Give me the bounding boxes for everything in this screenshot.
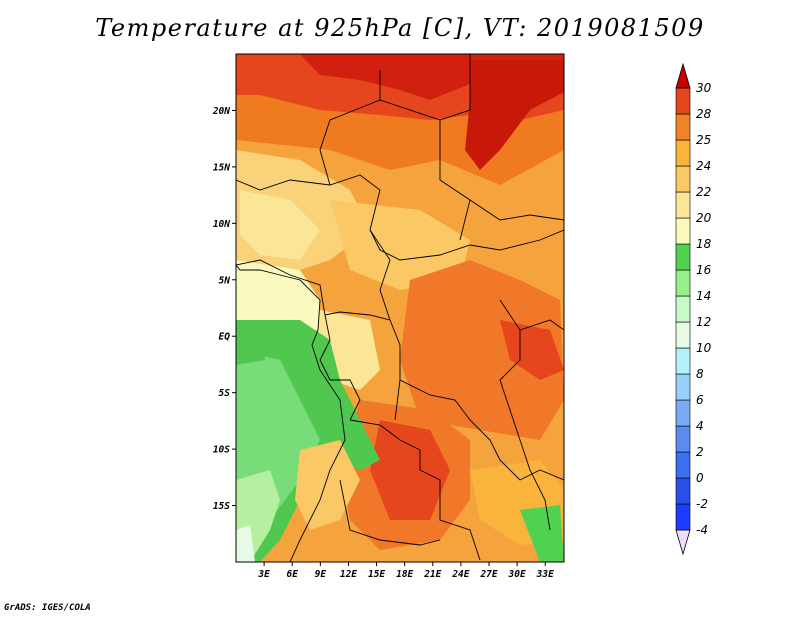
colorbar-segment xyxy=(675,87,691,115)
temperature-field xyxy=(236,54,564,562)
colorbar-segment xyxy=(675,243,691,271)
colorbar-label: 16 xyxy=(696,263,712,277)
lon-tick-label: 33E xyxy=(536,569,554,580)
colorbar-segment xyxy=(675,139,691,167)
colorbar-label: 20 xyxy=(696,211,712,225)
colorbar-label: 8 xyxy=(696,367,704,381)
colorbar-segment xyxy=(675,191,691,219)
country-borders xyxy=(236,54,564,562)
lat-tick-label: 15S xyxy=(213,501,230,512)
lat-tick-label: 10N xyxy=(213,219,230,230)
colorbar-label: 22 xyxy=(696,185,711,199)
colorbar-segment xyxy=(675,269,691,297)
colorbar-label: 2 xyxy=(696,445,704,459)
lat-tick-label: 10S xyxy=(213,445,230,456)
colorbar-segment xyxy=(675,165,691,193)
map-frame xyxy=(235,53,565,563)
lon-tick-label: 6E xyxy=(287,569,299,580)
colorbar-segment xyxy=(675,217,691,245)
colorbar-label: 18 xyxy=(696,237,712,251)
colorbar-label: 10 xyxy=(696,341,712,355)
lon-tick-label: 21E xyxy=(423,569,441,580)
latitude-axis: 20N 15N 10N 5N EQ 5S 10S 15S xyxy=(212,106,236,512)
colorbar-bottom-arrow xyxy=(675,529,691,556)
lat-tick-label: 20N xyxy=(212,106,230,117)
lon-tick-label: 27E xyxy=(479,569,497,580)
lat-tick-label: 5N xyxy=(219,275,231,286)
lon-tick-label: 12E xyxy=(340,569,357,580)
colorbar-segment xyxy=(675,321,691,349)
colorbar-segment xyxy=(675,295,691,323)
colorbar-label: 4 xyxy=(696,419,704,433)
colorbar-label: 14 xyxy=(696,289,711,303)
lon-tick-label: 15E xyxy=(368,569,385,580)
colorbar-label: 12 xyxy=(696,315,711,329)
colorbar-label: 0 xyxy=(696,471,704,485)
colorbar-label: -4 xyxy=(696,523,708,537)
colorbar-segment xyxy=(675,113,691,141)
longitude-axis: 3E 6E 9E 12E 15E 18E 21E 24E 27E 30E 33E xyxy=(257,562,554,580)
map-title: Temperature at 925hPa [C], VT: 201908150… xyxy=(95,14,705,42)
colorbar-segment xyxy=(675,399,691,427)
lon-tick-label: 3E xyxy=(257,569,270,580)
colorbar-label: 6 xyxy=(696,393,704,407)
lon-tick-label: 24E xyxy=(451,569,469,580)
lat-tick-label: EQ xyxy=(219,332,231,343)
lon-tick-label: 30E xyxy=(508,569,526,580)
lon-tick-label: 9E xyxy=(315,569,327,580)
colorbar-segment xyxy=(675,503,691,531)
colorbar-top-arrow xyxy=(675,62,691,89)
colorbar-label: 30 xyxy=(696,81,712,95)
colorbar-segment xyxy=(675,373,691,401)
credit-text: GrADS: IGES/COLA xyxy=(4,603,91,613)
colorbar-label: -2 xyxy=(696,497,708,511)
lon-tick-label: 18E xyxy=(396,569,413,580)
colorbar-segment xyxy=(675,451,691,479)
lat-tick-label: 5S xyxy=(219,388,231,399)
colorbar-segment xyxy=(675,347,691,375)
colorbar-label: 24 xyxy=(696,159,711,173)
colorbar-label: 28 xyxy=(696,107,712,121)
lat-tick-label: 15N xyxy=(213,162,230,173)
colorbar-label: 25 xyxy=(696,133,711,147)
colorbar-segment xyxy=(675,477,691,505)
colorbar-segment xyxy=(675,425,691,453)
